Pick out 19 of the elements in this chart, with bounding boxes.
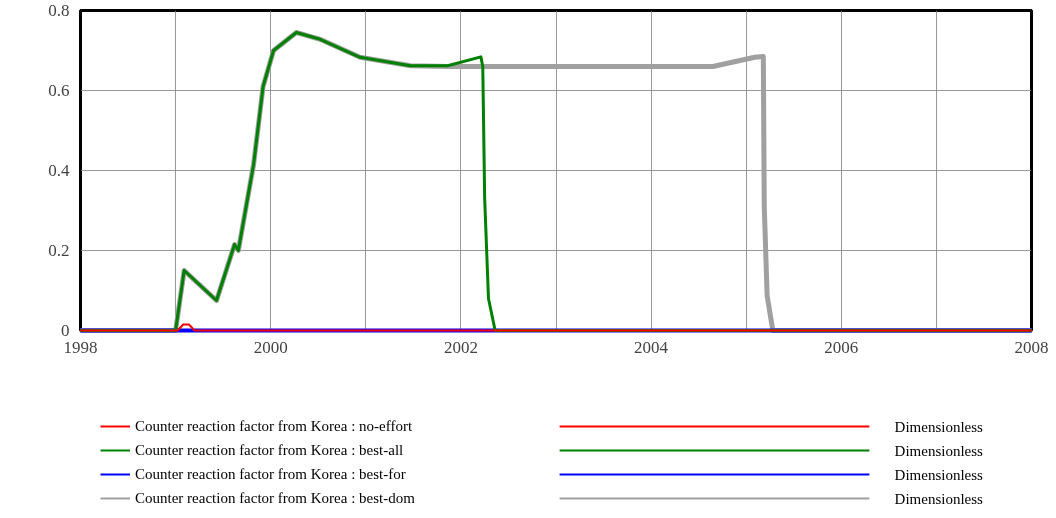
x-tick-label: 2008 xyxy=(1014,337,1049,357)
y-tick-label: 0.2 xyxy=(48,241,70,260)
x-tick-label: 2004 xyxy=(634,337,669,357)
x-tick-label: 2002 xyxy=(443,337,478,357)
legend-label: Counter reaction factor from Korea : no-effort xyxy=(135,416,413,436)
y-tick-label: 0.6 xyxy=(48,81,70,100)
y-tick-label: 0 xyxy=(61,321,70,340)
legend-label: Counter reaction factor from Korea : best-for xyxy=(135,464,406,484)
y-tick-label: 0.8 xyxy=(48,1,70,20)
text: Dimensionless xyxy=(894,466,984,483)
text: Dimensionless xyxy=(894,418,984,435)
x-tick-label: 1998 xyxy=(63,337,98,357)
x-tick-label: 2000 xyxy=(253,337,288,357)
legend-label: Counter reaction factor from Korea : best-all xyxy=(135,440,404,460)
text: Dimensionless xyxy=(894,442,984,459)
y-tick-label: 0.4 xyxy=(48,161,70,180)
legend-label: Counter reaction factor from Korea : best-dom xyxy=(135,488,415,508)
text: Dimensionless xyxy=(894,490,984,507)
x-tick-label: 2006 xyxy=(824,337,859,357)
